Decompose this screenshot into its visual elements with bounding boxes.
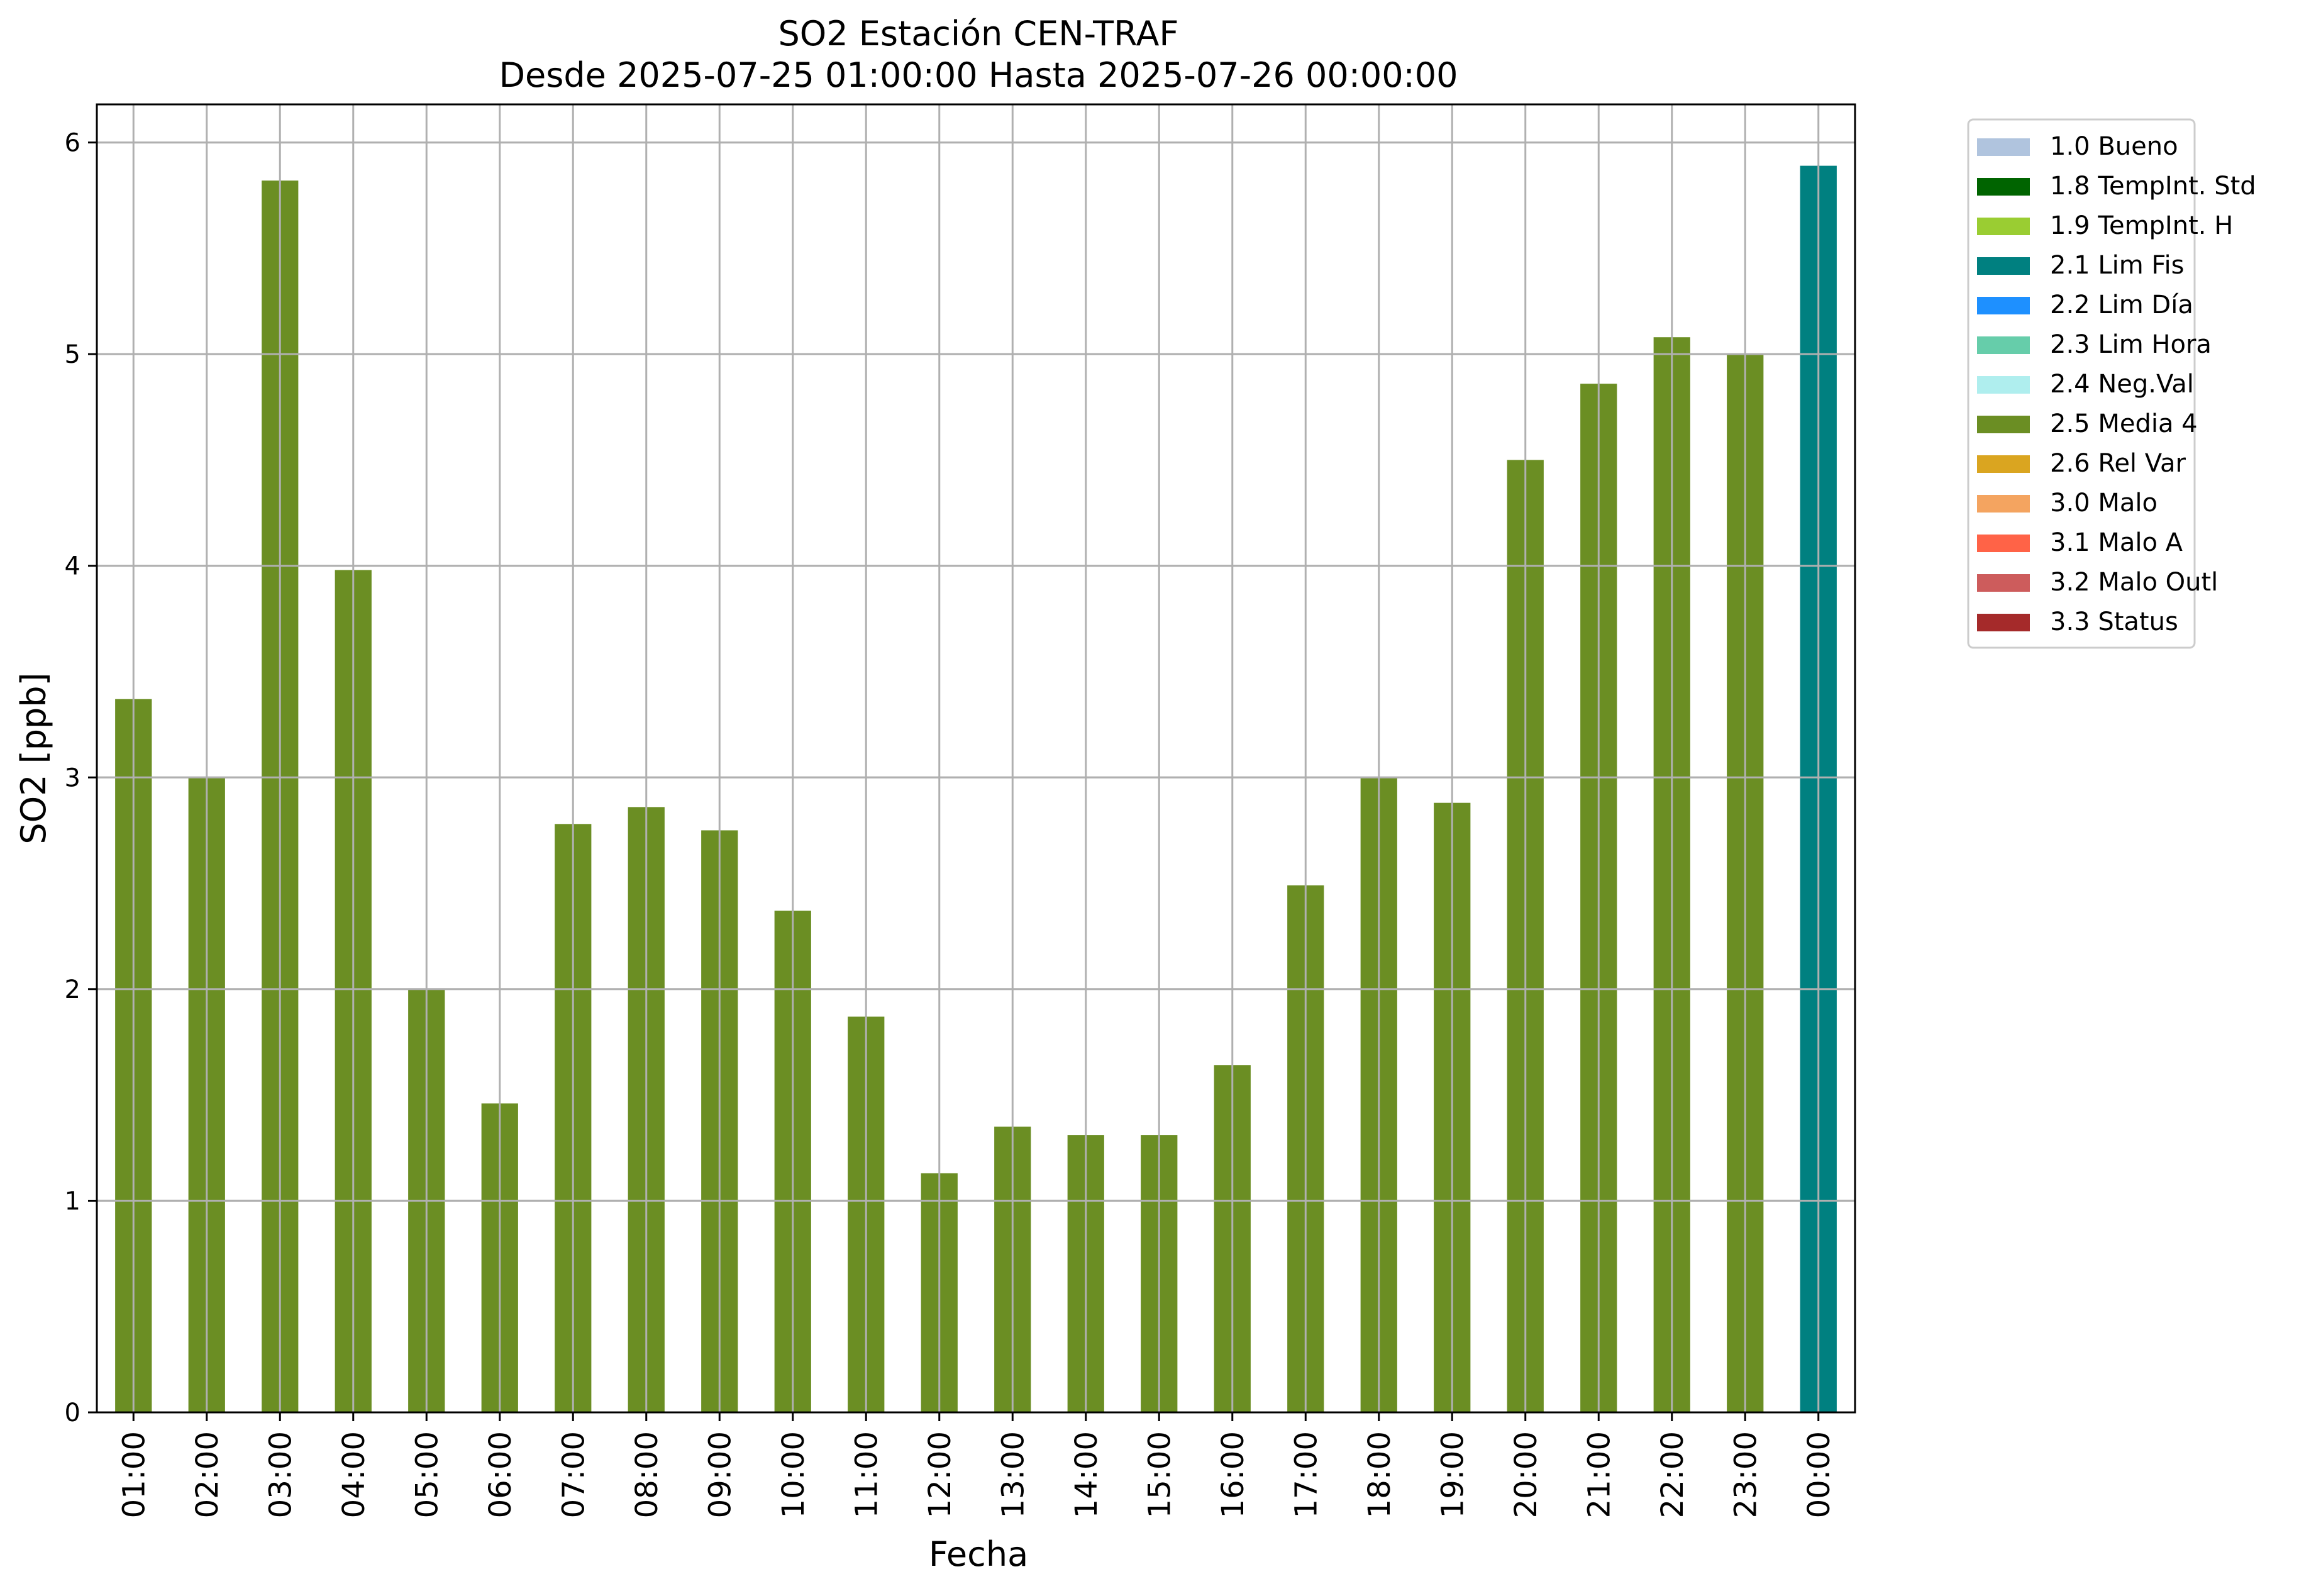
x-tick-label: 21:00 (1582, 1431, 1617, 1518)
x-tick-label: 00:00 (1802, 1431, 1837, 1518)
legend-swatch (1977, 416, 2030, 433)
x-tick-label: 12:00 (922, 1431, 958, 1518)
x-tick-label: 08:00 (629, 1431, 665, 1518)
legend-swatch (1977, 297, 2030, 314)
legend-swatch (1977, 495, 2030, 513)
x-tick-label: 05:00 (409, 1431, 445, 1518)
legend-swatch (1977, 336, 2030, 354)
legend-swatch (1977, 455, 2030, 473)
y-tick-label: 5 (65, 340, 80, 369)
legend-swatch (1977, 257, 2030, 275)
x-tick-label: 15:00 (1142, 1431, 1177, 1518)
legend-swatch (1977, 218, 2030, 235)
x-tick-label: 19:00 (1435, 1431, 1470, 1518)
y-tick-label: 1 (65, 1187, 80, 1216)
legend-swatch (1977, 535, 2030, 552)
legend-swatch (1977, 376, 2030, 394)
y-tick-label: 4 (65, 552, 80, 581)
legend-label: 3.1 Malo A (2050, 528, 2183, 557)
y-tick-label: 6 (65, 129, 80, 158)
legend-label: 2.2 Lim Día (2050, 291, 2193, 319)
x-tick-label: 13:00 (995, 1431, 1031, 1518)
x-tick-label: 07:00 (556, 1431, 591, 1518)
x-tick-label: 10:00 (776, 1431, 811, 1518)
y-tick-label: 2 (65, 975, 80, 1004)
chart-title: SO2 Estación CEN-TRAF (778, 14, 1178, 53)
plot-frame (96, 103, 1856, 1414)
y-tick-label: 0 (65, 1399, 80, 1427)
x-tick-label: 22:00 (1655, 1431, 1690, 1518)
x-tick-label: 09:00 (702, 1431, 738, 1518)
legend-label: 1.0 Bueno (2050, 132, 2178, 161)
y-tick-label: 3 (65, 763, 80, 792)
x-tick-label: 02:00 (190, 1431, 225, 1518)
legend-swatch (1977, 178, 2030, 196)
legend-label: 2.6 Rel Var (2050, 449, 2186, 478)
x-tick-label: 20:00 (1509, 1431, 1544, 1518)
legend-label: 2.5 Media 4 (2050, 409, 2198, 438)
x-tick-label: 03:00 (263, 1431, 298, 1518)
legend-label: 3.3 Status (2050, 607, 2178, 636)
chart-subtitle: Desde 2025-07-25 01:00:00 Hasta 2025-07-… (499, 55, 1458, 95)
x-tick-label: 04:00 (336, 1431, 372, 1518)
legend-swatch (1977, 614, 2030, 631)
legend-label: 1.9 TempInt. H (2050, 211, 2233, 240)
x-tick-label: 17:00 (1288, 1431, 1324, 1518)
legend-label: 2.3 Lim Hora (2050, 330, 2212, 359)
x-axis-label: Fecha (929, 1534, 1028, 1574)
legend-label: 2.4 Neg.Val (2050, 370, 2194, 399)
bars (97, 141, 1855, 1414)
legend-label: 3.0 Malo (2050, 489, 2158, 518)
y-axis-label: SO2 [ppb] (14, 672, 53, 844)
x-tick-label: 14:00 (1069, 1431, 1104, 1518)
legend-label: 1.8 TempInt. Std (2050, 172, 2256, 201)
x-tick-label: 16:00 (1216, 1431, 1251, 1518)
legend-label: 2.1 Lim Fis (2050, 251, 2184, 280)
legend-swatch (1977, 574, 2030, 592)
x-tick-label: 11:00 (849, 1431, 884, 1518)
axes: 0 1 2 3 4 5 6 01:00 02:00 03:00 04:00 05:00 06:00 07:… (65, 103, 1856, 1518)
x-tick-label: 18:00 (1362, 1431, 1397, 1518)
x-tick-label: 23:00 (1728, 1431, 1763, 1518)
legend-frame (1967, 118, 2196, 649)
legend: 1.0 Bueno 1.8 TempInt. Std 1.9 TempInt. H 2… (1967, 118, 2256, 649)
x-tick-label: 01:00 (116, 1431, 152, 1518)
legend-swatch (1977, 138, 2030, 156)
x-tick-label: 06:00 (483, 1431, 518, 1518)
legend-label: 3.2 Malo Outl (2050, 568, 2218, 597)
